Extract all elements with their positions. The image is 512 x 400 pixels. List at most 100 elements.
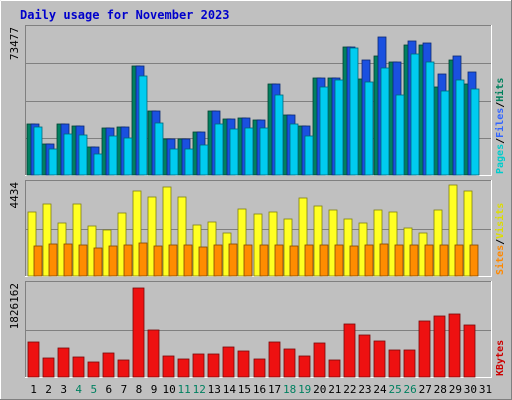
chart-panels: 73477Pages/Files/Hits4434Sites/Visits182… bbox=[8, 25, 506, 378]
x-tick-label-13: 13 bbox=[208, 383, 221, 396]
bar-sites-day-19 bbox=[304, 244, 314, 277]
x-tick-label-18: 18 bbox=[283, 383, 296, 396]
bar-kbytes-day-20 bbox=[313, 342, 326, 378]
bar-pages-day-4 bbox=[78, 134, 88, 176]
x-tick-label-14: 14 bbox=[223, 383, 237, 396]
bar-kbytes-day-30 bbox=[463, 324, 476, 378]
bar-sites-day-25 bbox=[394, 244, 404, 277]
bar-pages-day-9 bbox=[154, 122, 164, 176]
panel-visits-max-label: 4434 bbox=[8, 182, 21, 209]
bar-kbytes-day-2 bbox=[42, 357, 55, 378]
bar-sites-day-10 bbox=[168, 244, 178, 277]
bar-visits-day-10 bbox=[162, 186, 172, 277]
x-tick-label-6: 6 bbox=[106, 383, 113, 396]
bar-sites-day-12 bbox=[198, 246, 208, 277]
bar-visits-day-29 bbox=[448, 184, 458, 277]
panel-kbytes: 1826162 KBytes bbox=[8, 281, 506, 378]
bar-sites-day-2 bbox=[48, 243, 58, 277]
x-tick-label-25: 25 bbox=[388, 383, 401, 396]
bar-sites-day-11 bbox=[183, 244, 193, 277]
bar-sites-day-21 bbox=[334, 244, 344, 277]
bar-visits-day-1 bbox=[27, 211, 37, 277]
bar-sites-day-20 bbox=[319, 244, 329, 277]
panel-visits: 4434 Sites/Visits bbox=[8, 180, 506, 277]
x-tick-label-9: 9 bbox=[151, 383, 158, 396]
bar-pages-day-7 bbox=[123, 137, 133, 176]
series-sites bbox=[33, 242, 479, 277]
bar-pages-day-25 bbox=[395, 94, 405, 176]
panel-visits-legend-item: / bbox=[495, 239, 506, 245]
bar-pages-day-6 bbox=[108, 135, 118, 176]
x-tick-label-16: 16 bbox=[253, 383, 266, 396]
x-tick-label-30: 30 bbox=[464, 383, 477, 396]
bar-visits-day-25 bbox=[388, 211, 398, 277]
bar-pages-day-12 bbox=[199, 144, 209, 176]
panel-hits-max-label: 73477 bbox=[8, 27, 21, 60]
bar-kbytes-day-6 bbox=[102, 352, 115, 378]
x-tick-label-26: 26 bbox=[404, 383, 417, 396]
bar-sites-day-9 bbox=[153, 245, 163, 277]
bar-pages-day-19 bbox=[304, 135, 314, 176]
bar-visits-day-7 bbox=[117, 212, 127, 277]
x-tick-label-29: 29 bbox=[449, 383, 462, 396]
bar-pages-day-3 bbox=[63, 133, 73, 176]
bar-sites-day-17 bbox=[274, 244, 284, 277]
x-tick-label-21: 21 bbox=[328, 383, 341, 396]
bar-pages-day-2 bbox=[48, 148, 58, 176]
bar-visits-day-2 bbox=[42, 203, 52, 277]
bar-kbytes-day-28 bbox=[433, 315, 446, 378]
bar-sites-day-22 bbox=[349, 245, 359, 277]
bar-sites-day-1 bbox=[33, 245, 43, 277]
bar-kbytes-day-5 bbox=[87, 361, 100, 378]
bar-sites-day-30 bbox=[469, 244, 479, 277]
x-tick-label-27: 27 bbox=[419, 383, 432, 396]
bar-sites-day-28 bbox=[439, 244, 449, 277]
panel-kbytes-max-label: 1826162 bbox=[8, 283, 21, 329]
bar-kbytes-day-12 bbox=[192, 353, 205, 378]
bar-sites-day-24 bbox=[379, 243, 389, 277]
panel-kbytes-legend-item: KBytes bbox=[495, 340, 506, 376]
x-tick-label-12: 12 bbox=[193, 383, 206, 396]
bar-kbytes-day-3 bbox=[57, 347, 70, 378]
bar-pages-day-27 bbox=[425, 61, 435, 176]
x-tick-label-24: 24 bbox=[373, 383, 387, 396]
panel-hits-legend-item: / bbox=[495, 102, 506, 108]
bar-visits-day-9 bbox=[147, 196, 157, 277]
x-tick-label-3: 3 bbox=[60, 383, 67, 396]
bar-kbytes-day-14 bbox=[222, 346, 235, 378]
bar-kbytes-day-24 bbox=[373, 340, 386, 378]
x-tick-label-31: 31 bbox=[479, 383, 492, 396]
x-tick-label-8: 8 bbox=[136, 383, 143, 396]
bar-sites-day-18 bbox=[289, 245, 299, 277]
bar-pages-day-30 bbox=[470, 88, 480, 176]
panel-hits-legend-item: Pages bbox=[495, 144, 506, 174]
bar-kbytes-day-19 bbox=[298, 355, 311, 378]
bar-kbytes-day-15 bbox=[237, 350, 250, 378]
bar-pages-day-8 bbox=[138, 75, 148, 176]
bar-pages-day-13 bbox=[214, 123, 224, 176]
bar-sites-day-3 bbox=[63, 243, 73, 277]
bar-pages-day-17 bbox=[274, 94, 284, 176]
bar-visits-day-30 bbox=[463, 190, 473, 277]
bar-pages-day-22 bbox=[349, 47, 359, 176]
bar-sites-day-4 bbox=[78, 244, 88, 277]
bar-sites-day-29 bbox=[454, 244, 464, 277]
bar-sites-day-26 bbox=[409, 244, 419, 277]
x-tick-label-19: 19 bbox=[298, 383, 311, 396]
bar-pages-day-16 bbox=[259, 127, 269, 176]
bar-sites-day-7 bbox=[123, 244, 133, 277]
bar-kbytes-day-7 bbox=[117, 359, 130, 378]
bar-visits-day-20 bbox=[313, 205, 323, 277]
bar-pages-day-5 bbox=[93, 153, 103, 176]
x-tick-label-10: 10 bbox=[162, 383, 175, 396]
x-tick-label-11: 11 bbox=[178, 383, 191, 396]
bar-visits-day-28 bbox=[433, 209, 443, 277]
bar-pages-day-29 bbox=[455, 79, 465, 176]
bar-kbytes-day-10 bbox=[162, 355, 175, 378]
bar-pages-day-11 bbox=[184, 148, 194, 176]
chart-title: Daily usage for November 2023 bbox=[20, 8, 230, 22]
bar-kbytes-day-8 bbox=[132, 287, 145, 378]
bar-kbytes-day-25 bbox=[388, 349, 401, 378]
